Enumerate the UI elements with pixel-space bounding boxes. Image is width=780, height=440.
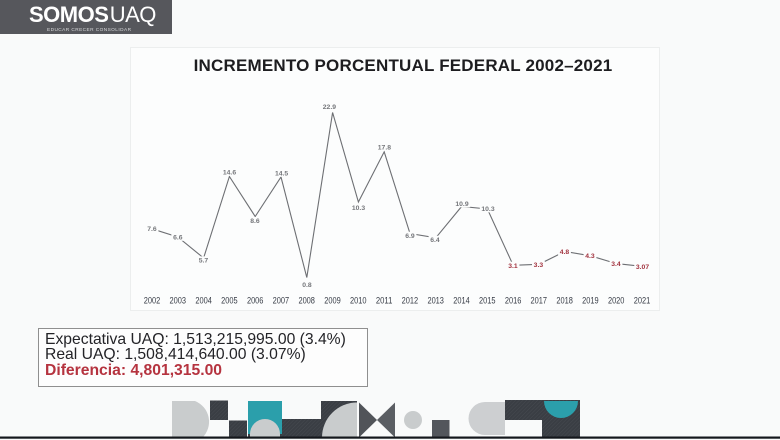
svg-text:4.8: 4.8 <box>560 249 570 256</box>
svg-text:2002: 2002 <box>144 296 161 306</box>
svg-text:2007: 2007 <box>273 296 290 306</box>
svg-text:2013: 2013 <box>427 296 444 306</box>
svg-text:2005: 2005 <box>221 296 238 306</box>
svg-text:3.1: 3.1 <box>508 263 518 270</box>
svg-text:7.6: 7.6 <box>147 226 157 233</box>
svg-text:8.6: 8.6 <box>250 218 260 225</box>
svg-text:2004: 2004 <box>195 296 212 306</box>
svg-text:5.7: 5.7 <box>199 258 209 265</box>
svg-text:2003: 2003 <box>170 296 187 306</box>
svg-text:3.3: 3.3 <box>534 262 544 269</box>
svg-text:22.9: 22.9 <box>323 104 336 111</box>
svg-text:6.9: 6.9 <box>405 233 415 240</box>
svg-text:4.3: 4.3 <box>585 253 595 260</box>
svg-text:2019: 2019 <box>582 296 599 306</box>
svg-text:2008: 2008 <box>298 296 315 306</box>
svg-text:2015: 2015 <box>479 296 496 306</box>
svg-text:0.8: 0.8 <box>302 282 312 289</box>
svg-text:2011: 2011 <box>376 296 393 306</box>
svg-text:10.9: 10.9 <box>455 201 468 208</box>
svg-text:3.07: 3.07 <box>636 264 649 271</box>
svg-text:2009: 2009 <box>324 296 341 306</box>
svg-text:3.4: 3.4 <box>611 261 621 268</box>
svg-text:10.3: 10.3 <box>481 206 494 213</box>
svg-text:14.5: 14.5 <box>275 170 288 177</box>
svg-text:10.3: 10.3 <box>352 205 365 212</box>
svg-text:2017: 2017 <box>531 296 548 306</box>
svg-text:14.6: 14.6 <box>223 169 236 176</box>
svg-text:17.8: 17.8 <box>378 144 391 151</box>
svg-text:2021: 2021 <box>634 296 651 306</box>
svg-text:2006: 2006 <box>247 296 264 306</box>
svg-text:2016: 2016 <box>505 296 522 306</box>
svg-text:6.4: 6.4 <box>430 237 440 244</box>
svg-text:6.6: 6.6 <box>173 234 183 241</box>
svg-text:2012: 2012 <box>402 296 419 306</box>
svg-text:2018: 2018 <box>556 296 573 306</box>
svg-text:2010: 2010 <box>350 296 367 306</box>
svg-text:2020: 2020 <box>608 296 625 306</box>
svg-text:2014: 2014 <box>453 296 470 306</box>
